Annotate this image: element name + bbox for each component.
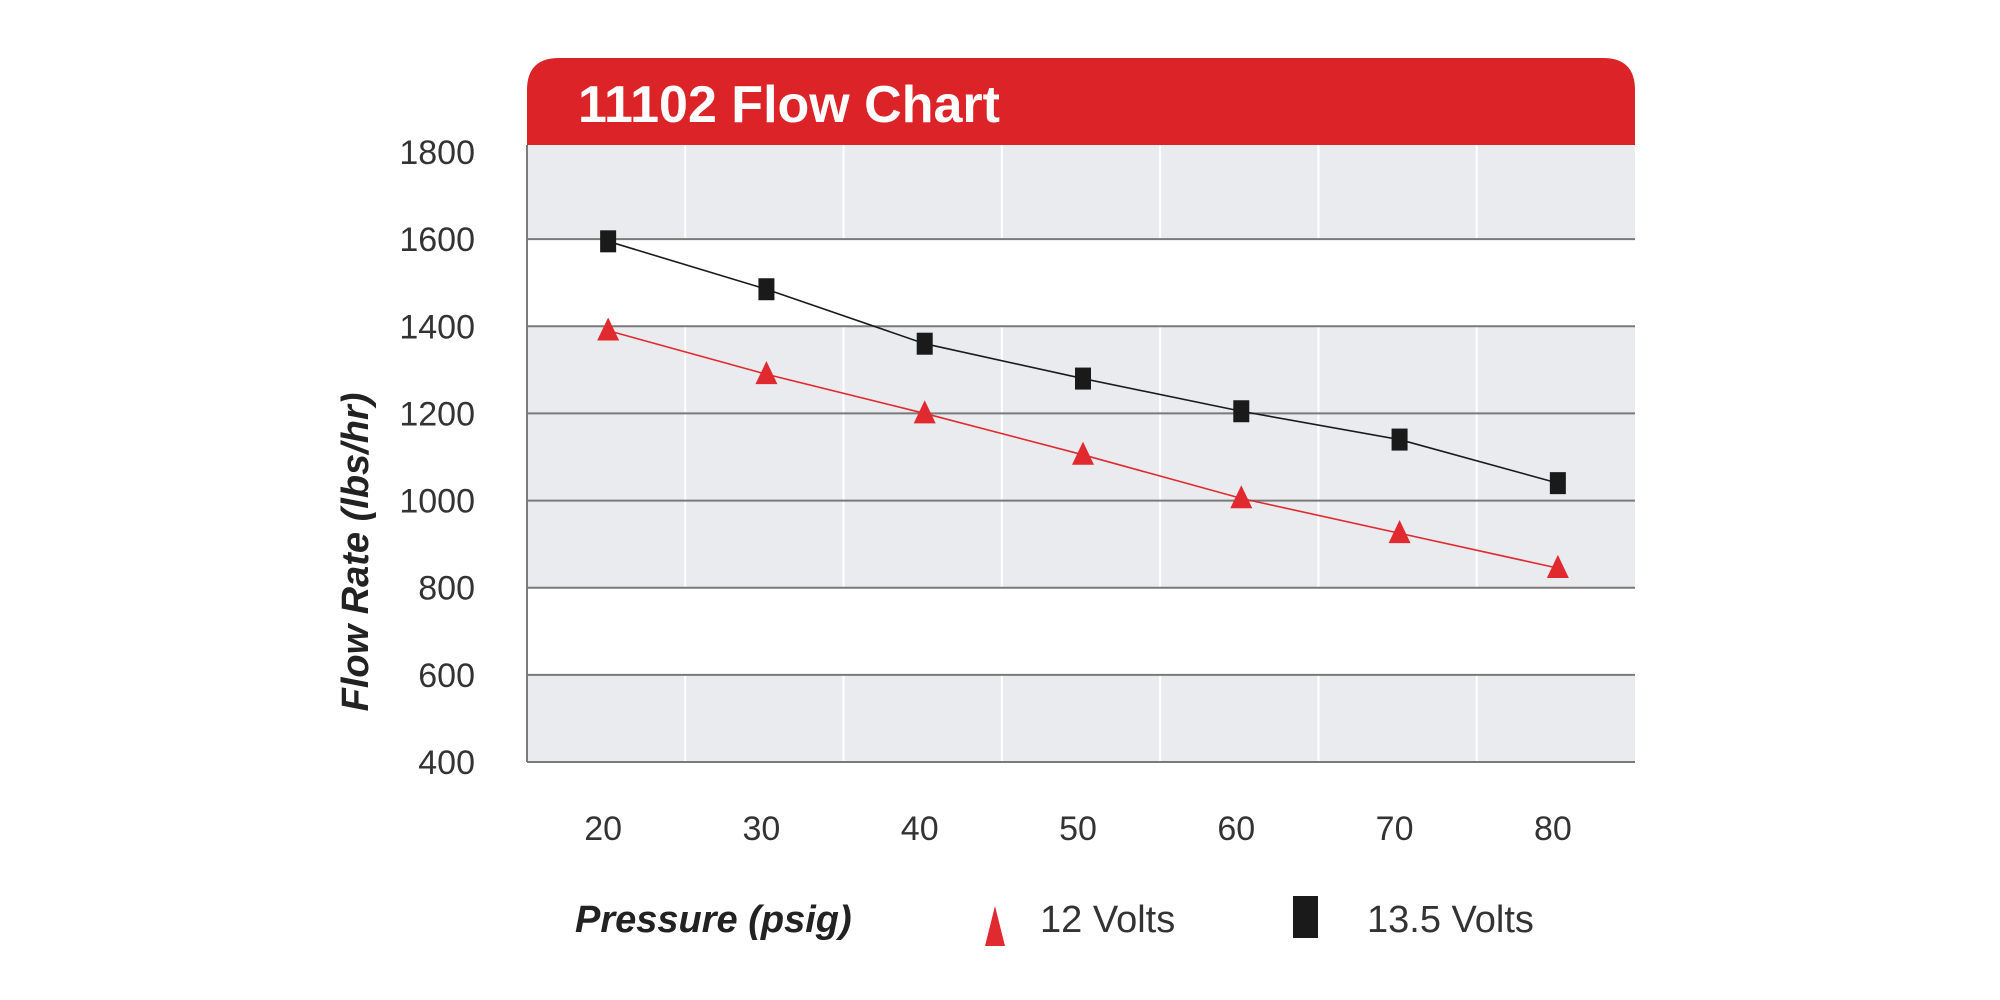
data-point-12-volts — [1546, 554, 1569, 579]
plot-band — [527, 239, 1635, 327]
data-point-12-volts — [1072, 441, 1094, 465]
chart-title: 11102 Flow Chart — [578, 76, 1000, 134]
y-tick-label: 1600 — [399, 221, 475, 259]
legend-marker-13-5-volts — [1293, 896, 1318, 938]
y-tick-label: 1400 — [399, 308, 475, 346]
y-axis-tick-labels: 1800 1600 1400 1200 1000 800 600 400 — [399, 134, 475, 782]
data-point-13-5-volts — [1075, 367, 1091, 390]
data-point-12-volts — [1388, 520, 1411, 544]
y-axis-title: Flow Rate (lbs/hr) — [335, 393, 377, 712]
x-tick-label: 30 — [743, 810, 781, 848]
plot-band — [527, 587, 1635, 675]
y-tick-label: 1000 — [399, 483, 475, 521]
data-point-12-volts — [1230, 485, 1253, 509]
plot-background — [527, 145, 1635, 762]
x-tick-label: 60 — [1217, 810, 1255, 848]
x-tick-label: 20 — [584, 810, 622, 848]
y-tick-label: 800 — [418, 570, 475, 608]
x-axis-tick-labels: 20 30 40 50 60 70 80 — [584, 810, 1572, 848]
x-tick-label: 40 — [901, 810, 939, 848]
data-point-13-5-volts — [600, 230, 617, 253]
data-point-12-volts — [755, 361, 778, 385]
legend: 12 Volts 13.5 Volts — [985, 896, 1534, 946]
x-tick-label: 80 — [1534, 810, 1572, 848]
y-tick-label: 600 — [418, 657, 475, 695]
data-point-12-volts — [597, 317, 620, 341]
data-point-12-volts — [913, 400, 936, 424]
x-tick-label: 70 — [1376, 810, 1414, 848]
data-series — [597, 230, 1569, 579]
x-tick-label: 50 — [1059, 810, 1097, 848]
vertical-gridlines — [684, 145, 1478, 762]
plot-band — [527, 500, 1635, 588]
legend-label-12-volts: 12 Volts — [1040, 899, 1175, 941]
horizontal-gridlines — [526, 145, 1635, 763]
data-point-13-5-volts — [916, 332, 933, 355]
chart-title-bar — [527, 58, 1635, 145]
legend-marker-12-volts — [985, 906, 1005, 946]
y-tick-label: 1800 — [399, 134, 475, 172]
y-tick-label: 400 — [418, 744, 475, 782]
legend-label-13-5-volts: 13.5 Volts — [1367, 899, 1534, 941]
y-tick-label: 1200 — [399, 395, 475, 433]
data-point-13-5-volts — [1233, 400, 1250, 423]
x-axis-title: Pressure (psig) — [575, 899, 852, 941]
plot-band — [527, 145, 1635, 240]
data-point-13-5-volts — [1549, 472, 1566, 495]
data-point-13-5-volts — [758, 278, 775, 301]
plot-band — [527, 674, 1635, 762]
data-point-13-5-volts — [1391, 428, 1408, 451]
